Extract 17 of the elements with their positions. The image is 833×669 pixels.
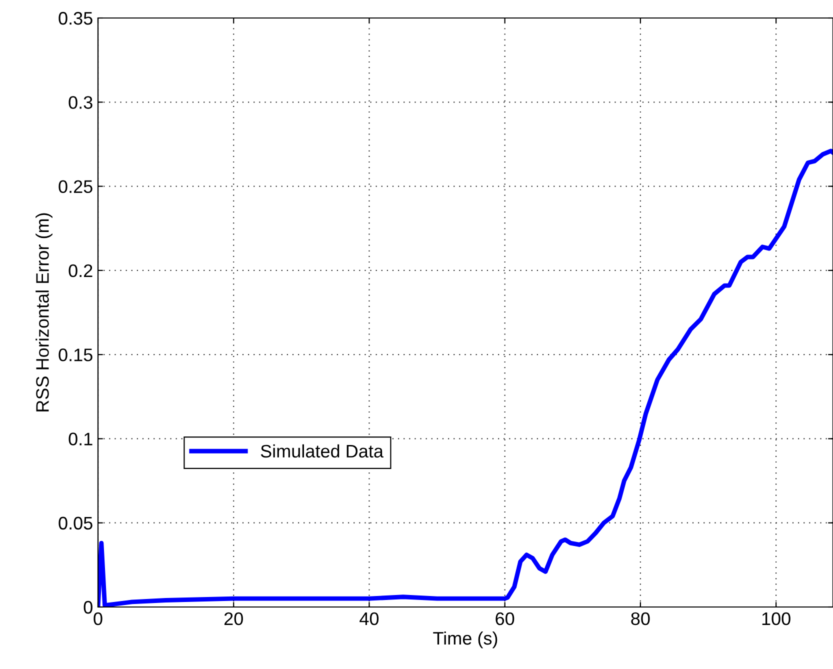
- y-tick-label: 0.35: [58, 12, 92, 25]
- y-tick-label: 0.3: [68, 96, 92, 109]
- x-tick-label: 40: [360, 612, 379, 626]
- y-tick-label: 0.25: [58, 180, 92, 194]
- x-tick-label: 60: [496, 612, 514, 626]
- y-tick-label: 0.2: [68, 264, 92, 278]
- x-tick-label: 80: [631, 612, 650, 626]
- y-axis-title: RSS Horizontal Error (m): [36, 213, 52, 412]
- x-axis-title: Time (s): [433, 631, 498, 648]
- x-tick-label: 100: [762, 612, 790, 626]
- x-tick-label: 20: [224, 612, 243, 626]
- y-tick-label: 0: [84, 600, 92, 614]
- legend-label: Simulated Data: [260, 444, 384, 458]
- y-tick-label: 0.15: [58, 348, 92, 362]
- y-tick-label: 0.1: [68, 432, 92, 446]
- y-tick-label: 0.05: [58, 516, 92, 530]
- x-tick-label: 0: [94, 612, 102, 626]
